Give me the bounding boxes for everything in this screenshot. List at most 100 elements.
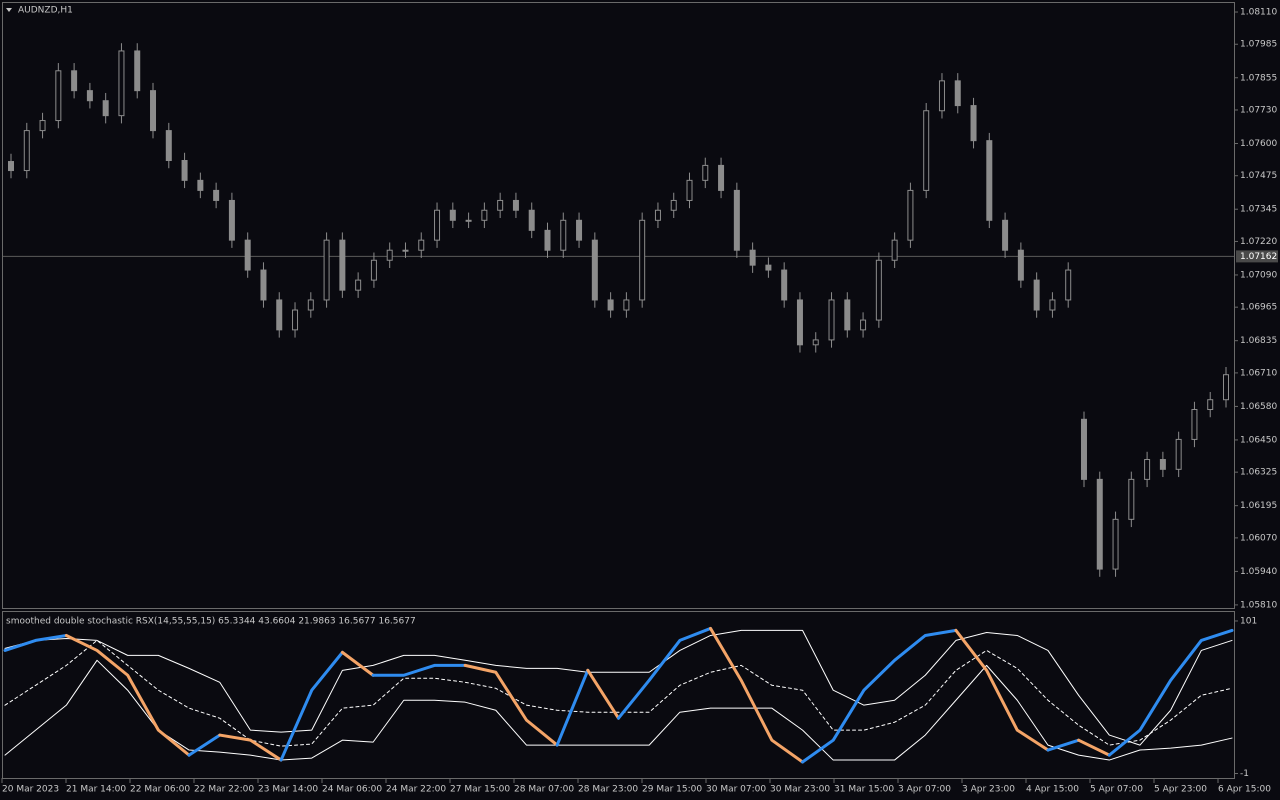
indicator-line — [187, 733, 222, 757]
x-tick-label: 29 Mar 15:00 — [642, 785, 702, 795]
candle-body — [1128, 478, 1135, 520]
y-tick-label: 1.06580 — [1240, 402, 1277, 412]
x-tick-label: 6 Apr 15:00 — [1218, 785, 1271, 795]
candle-body — [844, 299, 851, 331]
indicator-line — [4, 639, 1233, 747]
candle-body — [670, 199, 677, 211]
y-tick-label: 1.06450 — [1240, 435, 1277, 445]
candle-body — [591, 239, 598, 301]
candle-body — [607, 299, 614, 311]
x-tick-label: 24 Mar 06:00 — [322, 785, 382, 795]
candle-body — [1065, 269, 1072, 301]
current-price-label: 1.07162 — [1240, 252, 1277, 262]
y-tick-label: 1.07090 — [1240, 270, 1277, 280]
candle-body — [402, 249, 409, 252]
candle-body — [355, 279, 362, 291]
candle-body — [875, 259, 882, 321]
candle-body — [292, 309, 299, 331]
y-tick-label: 1.08110 — [1240, 8, 1277, 18]
indicator-line — [218, 733, 283, 762]
indicator-line — [1107, 628, 1234, 757]
candle-body — [733, 189, 740, 251]
y-tick-label: 1.06835 — [1240, 336, 1277, 346]
candle-body — [1033, 279, 1040, 311]
y-tick-label: 1.06195 — [1240, 501, 1277, 511]
x-tick-label: 31 Mar 15:00 — [834, 785, 894, 795]
candle-body — [828, 299, 835, 341]
y-tick-label: 1.07475 — [1240, 171, 1277, 181]
candle-body — [339, 239, 346, 291]
candle-body — [639, 219, 646, 301]
candle-body — [560, 219, 567, 251]
candle-body — [1017, 249, 1024, 281]
indicator-line — [617, 626, 713, 720]
candle-body — [1080, 418, 1087, 480]
x-tick-label: 30 Mar 07:00 — [706, 785, 766, 795]
candle-body — [923, 110, 930, 191]
candle-body — [497, 199, 504, 211]
candle-body — [1175, 438, 1182, 470]
candle-body — [418, 239, 425, 251]
candle-body — [1112, 518, 1119, 570]
candle-body — [213, 189, 220, 201]
candle-body — [39, 120, 46, 132]
candle-body — [165, 130, 172, 162]
candle-body — [765, 264, 772, 271]
x-tick-label: 27 Mar 15:00 — [450, 785, 510, 795]
candle-body — [23, 130, 30, 172]
candle-body — [8, 161, 14, 172]
y-tick-label: 1.05810 — [1240, 600, 1277, 610]
candle-body — [702, 164, 709, 181]
candle-body — [386, 249, 393, 261]
y-tick-label: 1.07985 — [1240, 40, 1277, 50]
indicator-line — [279, 650, 344, 762]
candle-body — [134, 50, 141, 92]
y-tick-label: 1.07600 — [1240, 139, 1277, 149]
candle-body — [181, 160, 188, 181]
x-tick-label: 30 Mar 23:00 — [770, 785, 830, 795]
indicator-line — [340, 650, 375, 677]
x-tick-label: 20 Mar 2023 — [2, 785, 59, 795]
candle-body — [544, 229, 551, 251]
candle-body — [1144, 459, 1151, 480]
candle-body — [891, 239, 898, 261]
y-tick-label: 1.06070 — [1240, 533, 1277, 543]
indicator-line — [64, 633, 191, 757]
candle-body — [118, 50, 125, 117]
candle-body — [150, 90, 157, 132]
indicator-line — [3, 633, 68, 652]
current-price-box — [1236, 250, 1278, 263]
candle-body — [970, 105, 977, 142]
candle-body — [1207, 399, 1214, 411]
candle-body — [434, 209, 441, 241]
candle-body — [512, 199, 519, 211]
candle-body — [55, 70, 62, 122]
indicator-line — [463, 663, 559, 747]
indicator-line — [371, 663, 467, 677]
indicator-line — [709, 626, 805, 764]
candle-body — [938, 80, 945, 112]
x-tick-label: 3 Apr 07:00 — [898, 785, 951, 795]
candle-body — [86, 90, 93, 102]
candle-body — [1223, 374, 1229, 401]
candle-body — [781, 269, 788, 301]
candle-body — [812, 339, 819, 346]
indicator-line — [1046, 738, 1081, 752]
y-tick-label: -1 — [1240, 769, 1249, 779]
candle-body — [749, 249, 756, 266]
candle-body — [860, 319, 867, 331]
y-tick-label: 1.07855 — [1240, 73, 1277, 83]
candle-body — [907, 189, 914, 241]
x-tick-label: 5 Apr 23:00 — [1154, 785, 1207, 795]
candle-body — [1096, 478, 1103, 570]
x-tick-label: 22 Mar 06:00 — [130, 785, 190, 795]
menu-arrow[interactable] — [6, 8, 12, 12]
candle-body — [718, 164, 725, 191]
candle-body — [449, 209, 456, 221]
y-tick-label: 1.07220 — [1240, 237, 1277, 247]
x-tick-label: 5 Apr 07:00 — [1090, 785, 1143, 795]
candle-body — [954, 80, 961, 107]
candle-body — [654, 209, 661, 221]
candle-body — [1049, 299, 1056, 311]
